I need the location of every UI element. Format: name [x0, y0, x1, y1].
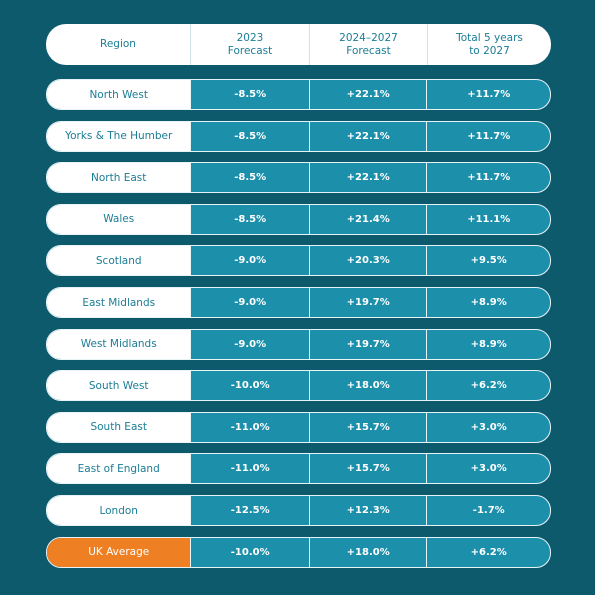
value-cell: -11.0% — [190, 412, 309, 442]
value-cell: -8.5% — [190, 121, 309, 151]
value-cell: -9.0% — [190, 246, 309, 276]
value-cell: +15.7% — [308, 412, 427, 442]
value-cell: +6.2% — [426, 537, 550, 567]
region-cell: East of England — [47, 454, 191, 484]
header-row: Region 2023 Forecast 2024–2027 Forecast Total… — [46, 24, 551, 65]
table-row: North East -8.5% +22.1% +11.7% — [46, 162, 551, 194]
value-cell: +3.0% — [426, 412, 550, 442]
region-cell: Yorks & The Humber — [47, 121, 191, 151]
value-cell: +18.0% — [308, 537, 427, 567]
value-cell: +19.7% — [308, 329, 427, 359]
value-cell: +6.2% — [426, 371, 550, 401]
value-cell: -8.5% — [190, 204, 309, 234]
header-text: Region — [100, 38, 136, 50]
table-row: Wales -8.5% +21.4% +11.1% — [46, 203, 551, 235]
value-cell: -12.5% — [190, 496, 309, 525]
value-cell: +15.7% — [308, 454, 427, 484]
header-text: 2024–2027 — [339, 31, 398, 44]
header-cell: Region — [46, 24, 190, 65]
value-cell: +8.9% — [426, 288, 550, 317]
value-cell: +11.1% — [426, 204, 550, 234]
table-row: West Midlands -9.0% +19.7% +8.9% — [46, 328, 551, 360]
value-cell: +19.7% — [308, 288, 427, 317]
table-row: Scotland -9.0% +20.3% +9.5% — [46, 245, 551, 277]
value-cell: +22.1% — [308, 163, 427, 193]
table-row: London -12.5% +12.3% -1.7% — [46, 495, 551, 526]
header-cell: 2024–2027 Forecast — [309, 24, 427, 65]
value-cell: +3.0% — [426, 454, 550, 484]
table-row: South West -10.0% +18.0% +6.2% — [46, 370, 551, 402]
region-cell: London — [47, 496, 191, 525]
value-cell: +20.3% — [308, 246, 427, 276]
value-cell: +9.5% — [426, 246, 550, 276]
region-cell: West Midlands — [47, 329, 191, 359]
region-cell: South East — [47, 412, 191, 442]
value-cell: +22.1% — [308, 80, 427, 109]
table-row: South East -11.0% +15.7% +3.0% — [46, 411, 551, 443]
header-text: Total 5 years — [456, 31, 523, 44]
value-cell: +11.7% — [426, 121, 550, 151]
value-cell: -10.0% — [190, 371, 309, 401]
region-cell: Scotland — [47, 246, 191, 276]
header-cell: Total 5 years to 2027 — [427, 24, 551, 65]
value-cell: +18.0% — [308, 371, 427, 401]
value-cell: +11.7% — [426, 80, 550, 109]
region-cell: North West — [47, 80, 191, 109]
table-row: East Midlands -9.0% +19.7% +8.9% — [46, 287, 551, 318]
table-row: East of England -11.0% +15.7% +3.0% — [46, 453, 551, 485]
value-cell: -8.5% — [190, 163, 309, 193]
header-text: Forecast — [227, 44, 273, 57]
region-cell: UK Average — [47, 537, 191, 567]
region-cell: South West — [47, 371, 191, 401]
value-cell: +22.1% — [308, 121, 427, 151]
region-cell: Wales — [47, 204, 191, 234]
value-cell: +11.7% — [426, 163, 550, 193]
table-row: UK Average -10.0% +18.0% +6.2% — [46, 536, 551, 568]
value-cell: -9.0% — [190, 288, 309, 317]
value-cell: +8.9% — [426, 329, 550, 359]
header-cell: 2023 Forecast — [190, 24, 309, 65]
value-cell: -11.0% — [190, 454, 309, 484]
table-row: Yorks & The Humber -8.5% +22.1% +11.7% — [46, 120, 551, 152]
header-text: to 2027 — [469, 44, 510, 57]
value-cell: -8.5% — [190, 80, 309, 109]
value-cell: -9.0% — [190, 329, 309, 359]
table-row: North West -8.5% +22.1% +11.7% — [46, 79, 551, 110]
header-text: 2023 — [236, 31, 264, 44]
region-cell: East Midlands — [47, 288, 191, 317]
header-text: Forecast — [346, 44, 391, 57]
value-cell: +12.3% — [308, 496, 427, 525]
region-cell: North East — [47, 163, 191, 193]
value-cell: +21.4% — [308, 204, 427, 234]
value-cell: -10.0% — [190, 537, 309, 567]
value-cell: -1.7% — [426, 496, 550, 525]
